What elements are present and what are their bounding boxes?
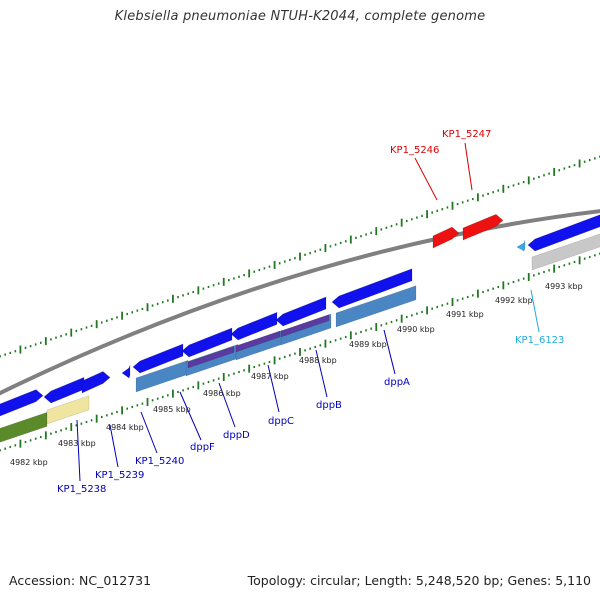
- cds-band-dppd[interactable]: [187, 346, 235, 369]
- gene-label-dppf[interactable]: dppF: [190, 442, 215, 453]
- gene-label-kp1-5238[interactable]: KP1_5238: [57, 484, 106, 495]
- cds-bands: [0, 232, 600, 444]
- gene-arrow[interactable]: [527, 212, 600, 252]
- gene-label-kp1-5240[interactable]: KP1_5240: [135, 456, 184, 467]
- cds-band-dppa[interactable]: [335, 285, 417, 328]
- gene-arrow[interactable]: [132, 343, 184, 374]
- inner-ruler-ticks: [0, 252, 600, 452]
- map-title: Klebsiella pneumoniae NTUH-K2044, comple…: [114, 9, 486, 24]
- genome-summary-text: Topology: circular; Length: 5,248,520 bp…: [247, 573, 591, 588]
- leader-line: [218, 382, 236, 428]
- gene-label-dppd[interactable]: dppD: [223, 430, 250, 441]
- cds-band-dppb-inner[interactable]: [280, 314, 330, 338]
- leader-line: [414, 157, 438, 201]
- gene-arrow[interactable]: [275, 296, 327, 327]
- gene-label-kp1-5247[interactable]: KP1_5247: [442, 129, 491, 140]
- leader-line: [530, 289, 540, 333]
- gene-arrows[interactable]: [0, 212, 600, 418]
- kbp-label: 4984 kbp: [106, 423, 144, 432]
- leader-line: [179, 391, 202, 441]
- gene-label-kp1-5239[interactable]: KP1_5239: [95, 470, 144, 481]
- kbp-label: 4983 kbp: [58, 439, 96, 448]
- gene-arrow[interactable]: [331, 268, 413, 309]
- leader-line: [267, 364, 280, 413]
- kbp-label: 4988 kbp: [299, 356, 337, 365]
- kbp-label: 4986 kbp: [203, 389, 241, 398]
- gene-arrow[interactable]: [81, 371, 111, 394]
- gene-label-dppb[interactable]: dppB: [316, 400, 342, 411]
- gene-arrow-kp1-5247[interactable]: [462, 214, 504, 241]
- gene-arrow-kp1-5246[interactable]: [432, 226, 460, 249]
- leader-line: [383, 329, 396, 375]
- gene-label-kp1-6123[interactable]: KP1_6123: [515, 335, 564, 346]
- gene-arrow[interactable]: [181, 327, 233, 358]
- genome-backbone: [0, 209, 600, 396]
- gene-arrow[interactable]: [121, 365, 131, 379]
- leader-line: [464, 142, 473, 191]
- cds-band-dppc-inner[interactable]: [235, 330, 281, 353]
- kbp-label: 4993 kbp: [545, 282, 583, 291]
- cds-band-kp1-6123[interactable]: [531, 232, 600, 271]
- kbp-label: 4989 kbp: [349, 340, 387, 349]
- leader-line: [76, 419, 81, 482]
- gene-arrow-kp1-6123[interactable]: [516, 240, 526, 252]
- leader-line: [109, 424, 119, 468]
- leader-line: [315, 349, 328, 398]
- gene-arrow[interactable]: [43, 376, 85, 404]
- kbp-labels: 4982 kbp 4983 kbp 4984 kbp 4985 kbp 4986 kbp…: [10, 282, 583, 467]
- leader-line: [140, 411, 158, 454]
- accession-text: Accession: NC_012731: [9, 573, 152, 588]
- gene-label-kp1-5246[interactable]: KP1_5246: [390, 145, 439, 156]
- gene-arrow[interactable]: [230, 311, 278, 341]
- kbp-label: 4990 kbp: [397, 325, 435, 334]
- kbp-label: 4987 kbp: [251, 372, 289, 381]
- kbp-label: 4982 kbp: [10, 458, 48, 467]
- gene-arrow[interactable]: [0, 389, 44, 418]
- gene-labels[interactable]: KP1_5238 KP1_5239 KP1_5240 dppF dppD dppC dppB…: [57, 129, 564, 495]
- outer-ruler-ticks: [0, 155, 600, 358]
- cds-band-kp1-5238[interactable]: [0, 411, 48, 444]
- cds-band-kp1-5239[interactable]: [46, 395, 90, 425]
- kbp-label: 4991 kbp: [446, 310, 484, 319]
- gene-label-dppa[interactable]: dppA: [384, 377, 410, 388]
- gene-label-dppc[interactable]: dppC: [268, 416, 294, 427]
- kbp-label: 4985 kbp: [153, 405, 191, 414]
- label-leader-lines: [76, 142, 540, 482]
- kbp-label: 4992 kbp: [495, 296, 533, 305]
